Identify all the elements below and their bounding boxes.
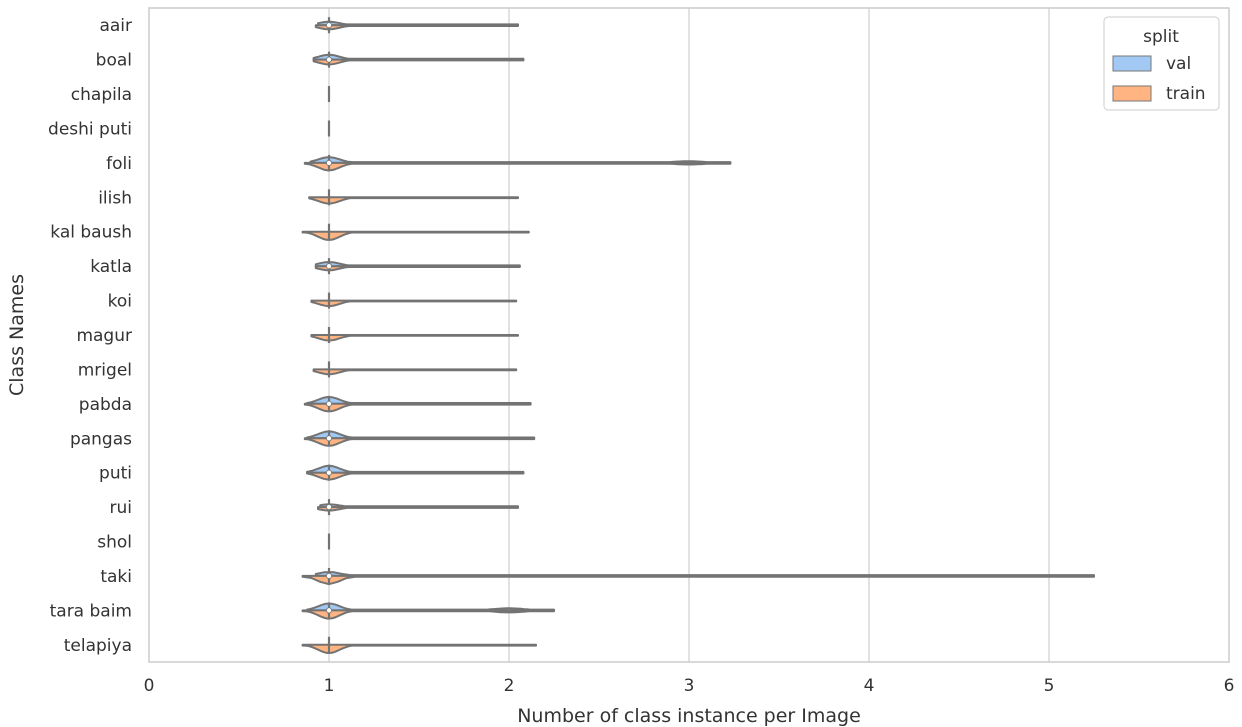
x-tick-label: 1 [324, 676, 335, 696]
violin-train-kal-baush [301, 230, 530, 241]
legend-swatch-train [1112, 85, 1152, 102]
violin-train-boal [312, 58, 525, 66]
y-tick-label: deshi puti [48, 119, 132, 139]
median-dot [325, 22, 332, 29]
y-tick-label: katla [90, 257, 132, 277]
x-tick-label: 6 [1224, 676, 1235, 696]
median-dot [325, 607, 332, 614]
violin-train-foli [303, 161, 732, 172]
y-tick-label: aair [99, 16, 132, 36]
y-tick-label: pabda [79, 395, 132, 415]
y-tick-label: puti [99, 464, 132, 484]
violin-train-taki [301, 574, 1095, 586]
y-tick-label: tara baim [50, 601, 132, 621]
x-tick-label: 0 [144, 676, 155, 696]
x-tick-label: 3 [684, 676, 695, 696]
median-dot [325, 159, 332, 166]
y-tick-label: chapila [71, 85, 132, 105]
median-dot [325, 263, 332, 270]
median-dot [325, 56, 332, 63]
median-dot [325, 435, 332, 442]
y-tick-label: koi [108, 292, 132, 312]
y-axis-label: Class Names [6, 274, 28, 396]
violin-train-aair [314, 24, 519, 31]
y-tick-labels: aair boal chapila deshi puti foli ilish kal ba… [48, 16, 132, 656]
y-tick-label: ilish [98, 188, 132, 208]
y-tick-label: pangas [70, 429, 132, 449]
median-dot [325, 469, 332, 476]
violin-train-mrigel [312, 368, 518, 376]
violin-train-katla [314, 265, 521, 272]
legend-swatch-val [1112, 55, 1152, 72]
y-tick-label: telapiya [64, 636, 132, 656]
violin-train-koi [310, 299, 518, 308]
legend: split val train [1103, 16, 1220, 111]
x-tick-labels: 0 1 2 3 4 5 6 [144, 676, 1235, 696]
legend-label-val: val [1166, 54, 1191, 74]
y-tick-label: magur [76, 326, 132, 346]
y-tick-label: boal [96, 51, 132, 71]
median-dot [325, 572, 332, 579]
violin-train-telapiya [301, 643, 537, 654]
y-tick-label: mrigel [78, 360, 132, 380]
median-dot [325, 504, 332, 511]
y-tick-label: taki [100, 567, 132, 587]
y-tick-label: kal baush [50, 223, 132, 243]
violin-train-magur [310, 334, 519, 342]
legend-label-train: train [1166, 84, 1206, 104]
x-tick-label: 2 [504, 676, 515, 696]
y-tick-label: rui [110, 498, 133, 518]
legend-title: split [1143, 27, 1179, 47]
plot-border [148, 7, 1230, 663]
x-tick-label: 5 [1044, 676, 1055, 696]
median-dot [325, 400, 332, 407]
violin-train-rui [317, 506, 519, 512]
violins [301, 17, 1095, 654]
y-tick-label: shol [97, 533, 132, 553]
y-tick-label: foli [106, 154, 132, 174]
x-axis-label: Number of class instance per Image [517, 705, 861, 727]
x-tick-label: 4 [864, 676, 875, 696]
